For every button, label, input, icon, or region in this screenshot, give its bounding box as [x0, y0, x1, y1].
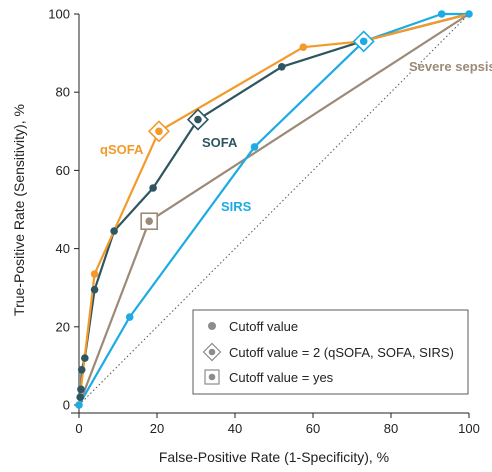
data-point-sofa	[77, 385, 85, 394]
legend-box	[192, 309, 469, 395]
axes	[71, 14, 469, 414]
data-point-sofa	[90, 285, 99, 294]
legend: Cutoff value Cutoff value = 2 (qSOFA, SO…	[192, 309, 469, 395]
data-point-sofa	[110, 227, 118, 235]
data-point-sofa	[81, 354, 89, 362]
x-axis-ticks: 0 20 40 60 80 100	[75, 413, 480, 436]
data-point-sirs	[75, 401, 83, 409]
legend-label-cutoff-2: Cutoff value = 2 (qSOFA, SOFA, SIRS)	[229, 345, 454, 360]
y-tick-label: 40	[56, 241, 70, 256]
x-tick-label: 0	[75, 421, 82, 436]
series-label-severe-sepsis: Severe sepsis	[409, 59, 492, 74]
x-tick-label: 60	[306, 421, 320, 436]
reference-diagonal-line	[78, 13, 470, 406]
y-axis-title: True-Positive Rate (Sensitivity), %	[11, 104, 27, 316]
x-tick-label: 100	[458, 421, 480, 436]
legend-label-cutoff: Cutoff value	[229, 319, 298, 334]
x-tick-label: 20	[150, 421, 164, 436]
data-point-sirs	[437, 10, 446, 18]
legend-square-dot-icon	[208, 373, 216, 381]
cutoff-2-point-sofa	[194, 115, 202, 124]
legend-diamond-dot-icon	[208, 348, 216, 356]
series-line-sirs	[78, 12, 469, 406]
legend-circle-icon	[208, 322, 216, 330]
data-point-sirs	[465, 10, 473, 18]
x-tick-label: 40	[228, 421, 242, 436]
x-tick-label: 80	[384, 421, 398, 436]
series-label-sirs: SIRS	[221, 199, 252, 214]
series-line-qsofa	[77, 12, 470, 406]
series-label-qsofa: qSOFA	[100, 142, 144, 157]
cutoff-yes-point-severe-sepsis	[145, 217, 153, 226]
data-point-sofa	[278, 62, 286, 71]
y-tick-label: 100	[48, 7, 70, 22]
data-point-sofa	[76, 393, 84, 401]
data-point-qsofa	[90, 270, 99, 278]
y-tick-label: 60	[56, 163, 70, 178]
y-axis-ticks: 0 20 40 60 80 100	[48, 7, 79, 413]
y-tick-label: 80	[56, 85, 70, 100]
data-point-qsofa	[299, 43, 308, 52]
cutoff-2-point-qsofa	[155, 127, 163, 136]
cutoff-2-point-sirs	[359, 37, 368, 46]
series-label-sofa: SOFA	[202, 135, 238, 150]
legend-label-cutoff-yes: Cutoff value = yes	[229, 370, 334, 385]
y-tick-label: 20	[56, 319, 70, 334]
data-point-sofa	[77, 366, 86, 374]
series-markers	[75, 10, 473, 409]
data-point-sirs	[250, 143, 259, 151]
data-point-sirs	[125, 313, 134, 321]
x-axis-title: False-Positive Rate (1-Specificity), %	[159, 449, 389, 465]
data-point-sofa	[149, 184, 157, 192]
y-tick-label: 0	[63, 398, 70, 413]
